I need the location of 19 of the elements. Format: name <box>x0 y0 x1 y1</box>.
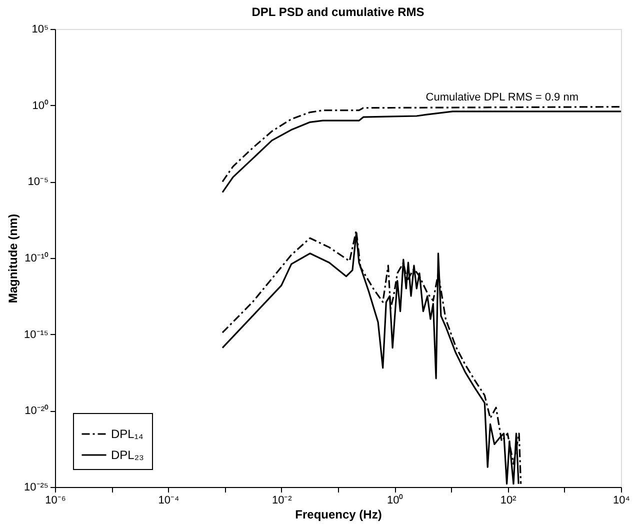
y-tick-label: 10⁻¹⁰ <box>24 252 48 264</box>
y-tick-label: 10⁻¹⁵ <box>24 328 48 341</box>
chart-title: DPL PSD and cumulative RMS <box>252 5 424 19</box>
x-tick-label: 10⁰ <box>386 494 404 506</box>
legend-label: DPL₁₄ <box>111 427 144 441</box>
y-tick-label: 10⁵ <box>32 24 48 36</box>
x-tick-label: 10⁻⁶ <box>45 494 66 506</box>
y-tick-label: 10⁻²⁵ <box>24 482 48 494</box>
y-tick-label: 10⁻²⁰ <box>24 404 48 418</box>
x-tick-label: 10⁻² <box>272 494 292 506</box>
legend-label: DPL₂₃ <box>111 448 144 462</box>
y-tick-label: 10⁻⁵ <box>28 176 48 188</box>
annotation: Cumulative DPL RMS = 0.9 nm <box>426 91 579 104</box>
x-tick-label: 10⁴ <box>613 494 630 506</box>
x-tick-label: 10² <box>500 494 517 506</box>
x-axis-title: Frequency (Hz) <box>295 508 382 522</box>
y-axis-title: Magnitude (nm) <box>6 214 20 304</box>
x-tick-label: 10⁻⁴ <box>158 494 180 506</box>
y-tick-label: 10⁰ <box>32 98 48 112</box>
